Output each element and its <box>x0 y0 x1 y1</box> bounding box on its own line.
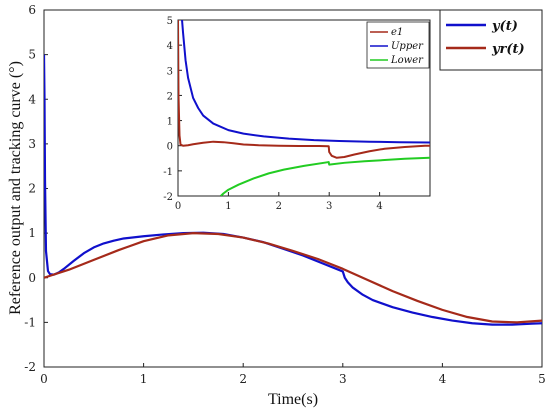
inset-legend-label-lower: Lower <box>390 55 424 66</box>
inset-y-tick-label: 5 <box>167 16 173 27</box>
inset-y-tick-label: -1 <box>163 167 173 178</box>
inset-x-tick-label: 3 <box>326 201 332 212</box>
main-x-ticks: 0 1 2 3 4 5 <box>40 363 546 386</box>
main-y-tick-label: 5 <box>28 48 36 62</box>
inset-y-tick-label: 3 <box>167 66 173 77</box>
inset-series <box>178 20 430 196</box>
main-legend-box <box>439 9 543 71</box>
main-y-tick-label: 3 <box>28 137 36 151</box>
y-axis-label: Reference output and tracking curve (°) <box>7 61 24 315</box>
main-x-tick-label: 1 <box>140 372 148 386</box>
main-series <box>44 54 542 326</box>
inset-series-line-0 <box>178 20 430 159</box>
inset-x-ticks: 0 1 2 3 4 <box>175 192 383 212</box>
inset-series-line-2 <box>220 156 430 196</box>
main-y-tick-label: 2 <box>28 182 36 196</box>
inset-y-tick-label: 1 <box>167 117 173 128</box>
inset-x-tick-label: 4 <box>376 201 382 212</box>
main-series-line-1 <box>44 232 542 324</box>
inset-legend-label-upper: Upper <box>391 41 424 52</box>
main-y-tick-label: -1 <box>24 315 36 329</box>
main-x-tick-label: 4 <box>439 372 447 386</box>
main-y-tick-label: 6 <box>28 3 36 17</box>
inset-plot: 0 1 2 3 4 -2 -1 0 1 2 3 4 5 e1 Upper Lower <box>163 16 431 212</box>
inset-x-tick-label: 2 <box>276 201 282 212</box>
main-y-tick-label: -2 <box>24 360 36 374</box>
inset-y-tick-label: 2 <box>167 91 173 102</box>
main-y-tick-label: 4 <box>28 92 36 106</box>
legend-label-yr: yr(t) <box>491 42 525 57</box>
main-y-tick-label: 0 <box>28 271 36 285</box>
inset-y-tick-label: 0 <box>167 142 173 153</box>
x-axis-label: Time(s) <box>268 391 318 408</box>
main-x-tick-label: 0 <box>40 372 48 386</box>
inset-legend: e1 Upper Lower <box>366 21 430 69</box>
main-y-tick-label: 1 <box>28 226 36 240</box>
inset-x-tick-label: 0 <box>175 201 181 212</box>
main-x-tick-label: 3 <box>339 372 347 386</box>
inset-y-tick-label: -2 <box>163 192 173 203</box>
inset-x-tick-label: 1 <box>225 201 231 212</box>
inset-series-line-1 <box>181 20 430 144</box>
main-x-tick-label: 5 <box>538 372 546 386</box>
main-legend: y(t) yr(t) <box>439 9 543 71</box>
main-y-ticks: -2 -1 0 1 2 3 4 5 6 <box>24 3 48 374</box>
inset-y-tick-label: 4 <box>167 41 173 52</box>
main-x-tick-label: 2 <box>239 372 247 386</box>
legend-label-y: y(t) <box>491 19 518 34</box>
inset-legend-label-e1: e1 <box>391 27 403 38</box>
